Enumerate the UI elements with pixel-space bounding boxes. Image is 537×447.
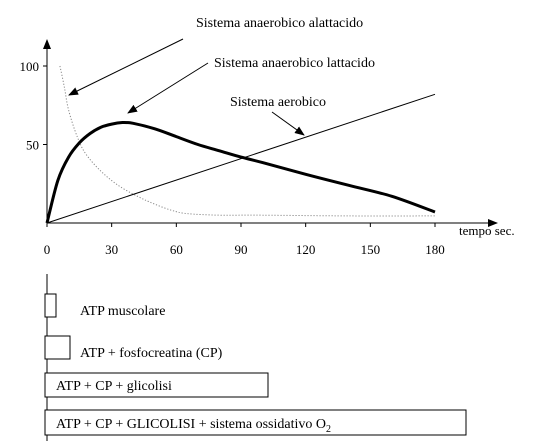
bar-label-atp-cp-glicolisi: ATP + CP + glicolisi bbox=[56, 379, 172, 394]
x-tick-label: 180 bbox=[425, 242, 445, 257]
x-tick-label: 0 bbox=[44, 242, 51, 257]
bar-label-atp-cp: ATP + fosfocreatina (CP) bbox=[80, 346, 223, 361]
x-tick-label: 30 bbox=[105, 242, 118, 257]
series-layer bbox=[45, 65, 436, 224]
x-tick-label: 90 bbox=[235, 242, 248, 257]
arrow-aerobico bbox=[271, 111, 305, 136]
x-tick-label: 60 bbox=[170, 242, 183, 257]
bar-label-full-system: ATP + CP + GLICOLISI + sistema ossidativ… bbox=[56, 417, 331, 435]
x-tick-label: 150 bbox=[361, 242, 381, 257]
y-tick-label: 50 bbox=[26, 138, 39, 153]
y-tick-label: 100 bbox=[20, 59, 40, 74]
bar-label-atp-muscolare: ATP muscolare bbox=[80, 304, 165, 319]
arrow-alattacido bbox=[68, 38, 184, 96]
annotation-alattacido: Sistema anaerobico alattacido bbox=[196, 16, 363, 31]
series-aerobico-line bbox=[46, 93, 436, 224]
x-tick-label: 120 bbox=[296, 242, 316, 257]
annotation-lattacido: Sistema anaerobico lattacido bbox=[214, 56, 375, 71]
x-axis-label: tempo sec. bbox=[459, 223, 515, 238]
annotation-aerobico: Sistema aerobico bbox=[230, 95, 326, 110]
series-lattacido-line bbox=[45, 120, 436, 224]
series-alattacido-line bbox=[59, 65, 436, 217]
bar-atp-muscolare bbox=[44, 293, 57, 318]
arrow-lattacido bbox=[127, 62, 209, 114]
bar-full-system bbox=[44, 409, 467, 436]
bar-atp-cp-glicolisi bbox=[44, 372, 269, 398]
bar-atp-cp bbox=[44, 335, 71, 360]
axis-ticks: 0 30 60 90 120 150 180 50 100 bbox=[20, 59, 445, 257]
